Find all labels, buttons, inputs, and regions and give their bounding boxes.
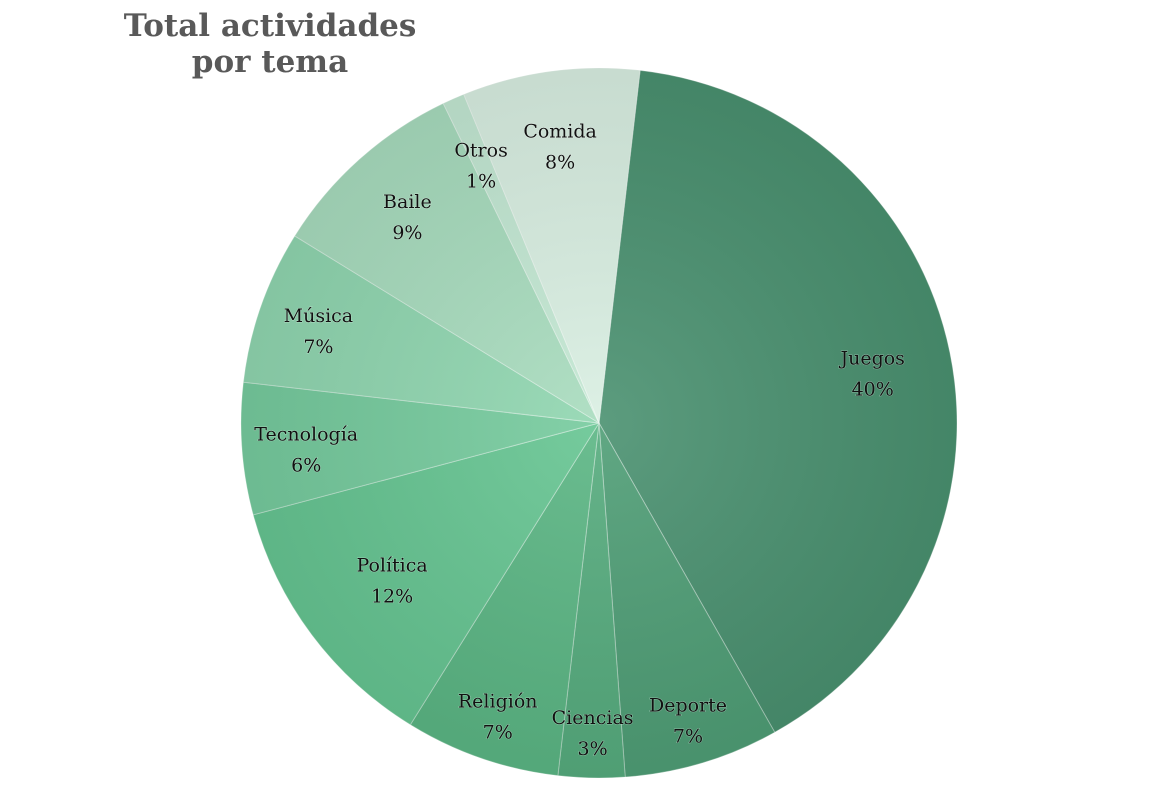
slice-category-label: Política — [356, 554, 427, 576]
pie-labels: Juegos 40% Deporte 7% Ciencias 3% Religión 7% Po… — [254, 120, 906, 761]
slice-category-label: Comida — [523, 121, 597, 143]
slice-category-label: Tecnología — [254, 423, 358, 445]
chart-title: Total actividades por tema — [110, 8, 430, 80]
slice-percent-label: 40% — [852, 378, 894, 400]
slice-percent-label: 9% — [392, 222, 422, 244]
slice-percent-label: 8% — [545, 152, 575, 174]
slice-category-label: Música — [284, 305, 354, 327]
slice-category-label: Juegos — [838, 347, 904, 369]
slice-category-label: Religión — [458, 690, 538, 712]
slice-percent-label: 12% — [371, 585, 413, 607]
slice-category-label: Deporte — [649, 694, 727, 716]
slice-percent-label: 6% — [291, 454, 321, 476]
slice-category-label: Ciencias — [552, 707, 634, 729]
slice-category-label: Baile — [383, 191, 432, 213]
slice-percent-label: 3% — [578, 738, 608, 760]
slice-category-label: Otros — [454, 139, 507, 161]
slice-percent-label: 7% — [673, 725, 703, 747]
slice-percent-label: 1% — [466, 170, 496, 192]
chart-title-line-1: Total actividades — [123, 8, 417, 44]
slice-percent-label: 7% — [303, 336, 333, 358]
slice-percent-label: 7% — [483, 721, 513, 743]
